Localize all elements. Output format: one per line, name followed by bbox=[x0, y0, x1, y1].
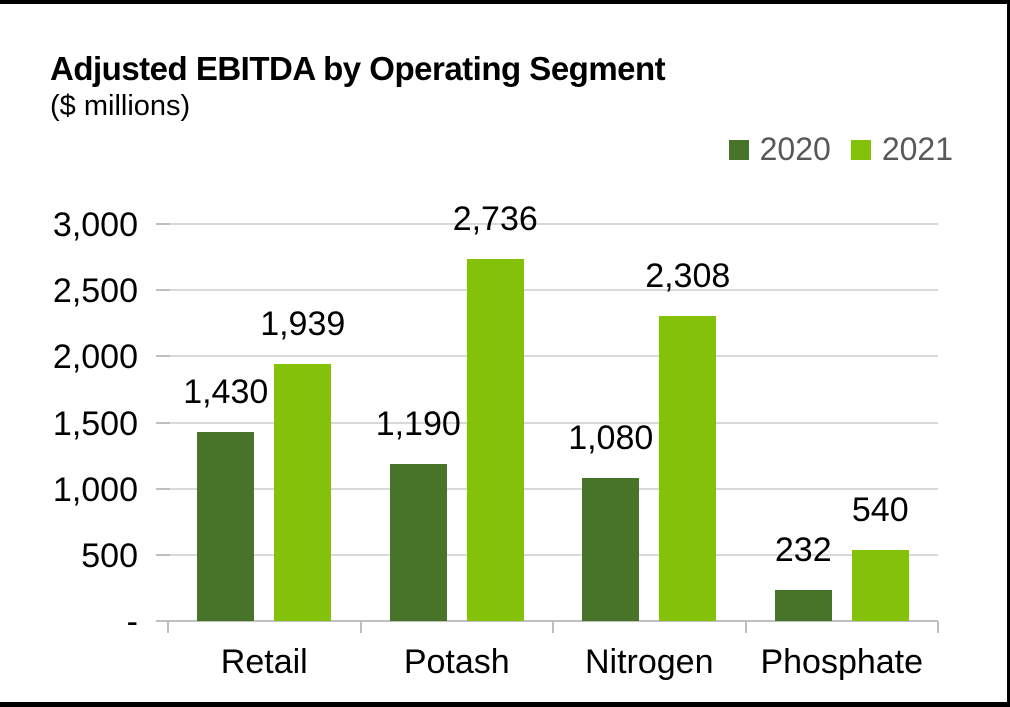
legend-label-2020: 2020 bbox=[759, 131, 831, 167]
x-axis-label-nitrogen: Nitrogen bbox=[584, 643, 714, 681]
y-axis-tick-3000 bbox=[156, 223, 170, 225]
x-axis-tick-1 bbox=[359, 621, 362, 633]
bar-2021-retail bbox=[274, 364, 332, 621]
legend-item-2020: 2020 bbox=[728, 131, 831, 167]
gridline-1000 bbox=[168, 487, 938, 490]
x-axis-label-phosphate: Phosphate bbox=[760, 643, 924, 681]
y-axis-tick-2000 bbox=[156, 355, 170, 358]
x-axis-tick-3 bbox=[744, 621, 747, 633]
gridline-500 bbox=[168, 553, 938, 556]
y-axis-tick-1000 bbox=[156, 487, 170, 490]
x-axis-tick-2 bbox=[552, 621, 554, 633]
y-axis-label-2000: 2,000 bbox=[52, 338, 138, 377]
y-axis-label-500: 500 bbox=[81, 536, 138, 575]
y-axis-label-1500: 1,500 bbox=[52, 404, 138, 443]
gridline-1500 bbox=[168, 421, 938, 424]
bar-2020-phosphate bbox=[774, 590, 832, 621]
x-axis-tick-4 bbox=[937, 621, 939, 633]
legend-swatch-2021 bbox=[850, 140, 871, 160]
gridline-2500 bbox=[168, 289, 938, 292]
x-axis-tick-0 bbox=[167, 621, 169, 633]
chart-subtitle: ($ millions) bbox=[50, 90, 191, 122]
value-label-2021-phosphate: 540 bbox=[851, 490, 909, 529]
value-label-2021-retail: 1,939 bbox=[260, 305, 346, 344]
legend-label-2021: 2021 bbox=[881, 131, 953, 167]
legend-item-2021: 2021 bbox=[850, 131, 953, 167]
bar-2020-nitrogen bbox=[582, 478, 640, 621]
x-axis-label-potash: Potash bbox=[403, 643, 510, 681]
x-axis-label-retail: Retail bbox=[220, 643, 308, 681]
value-label-2020-nitrogen: 1,080 bbox=[568, 419, 654, 458]
bar-2020-retail bbox=[197, 431, 255, 621]
chart-title: Adjusted EBITDA by Operating Segment bbox=[50, 50, 666, 87]
value-label-2020-potash: 1,190 bbox=[375, 404, 461, 443]
legend-swatch-2020 bbox=[728, 140, 749, 160]
value-label-2020-retail: 1,430 bbox=[183, 372, 269, 411]
y-axis-label-2500: 2,500 bbox=[52, 272, 138, 311]
y-axis-label-0: - bbox=[126, 603, 138, 641]
y-axis-label-3000: 3,000 bbox=[52, 206, 138, 244]
y-axis-label-1000: 1,000 bbox=[52, 470, 138, 509]
bar-2021-phosphate bbox=[851, 549, 909, 621]
value-label-2021-nitrogen: 2,308 bbox=[645, 256, 731, 295]
x-axis-line bbox=[158, 620, 938, 622]
bar-chart: 3,000 2,500 2,000 1,500 1,000 500 - 1,430 1,939 R… bbox=[0, 4, 1007, 702]
gridline-3000 bbox=[168, 223, 938, 225]
y-axis-tick-500 bbox=[156, 553, 170, 556]
legend: 2020 2021 bbox=[728, 131, 953, 167]
y-axis-tick-2500 bbox=[156, 289, 170, 292]
bar-2021-nitrogen bbox=[659, 315, 717, 621]
y-axis-tick-1500 bbox=[156, 421, 170, 424]
bar-2020-potash bbox=[389, 463, 447, 621]
value-label-2021-potash: 2,736 bbox=[452, 199, 538, 238]
value-label-2020-phosphate: 232 bbox=[774, 531, 832, 570]
gridline-2000 bbox=[168, 355, 938, 358]
bar-2021-potash bbox=[466, 258, 524, 621]
